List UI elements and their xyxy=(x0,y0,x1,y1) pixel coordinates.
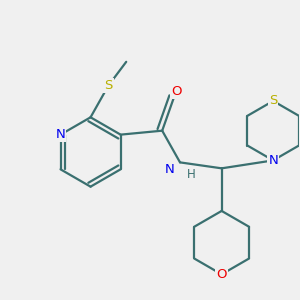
Text: N: N xyxy=(164,163,174,176)
Text: O: O xyxy=(171,85,181,98)
Text: S: S xyxy=(104,79,112,92)
Text: S: S xyxy=(269,94,277,107)
Text: H: H xyxy=(187,168,196,181)
Text: N: N xyxy=(56,128,65,141)
Text: O: O xyxy=(216,268,227,281)
Text: N: N xyxy=(268,154,278,167)
